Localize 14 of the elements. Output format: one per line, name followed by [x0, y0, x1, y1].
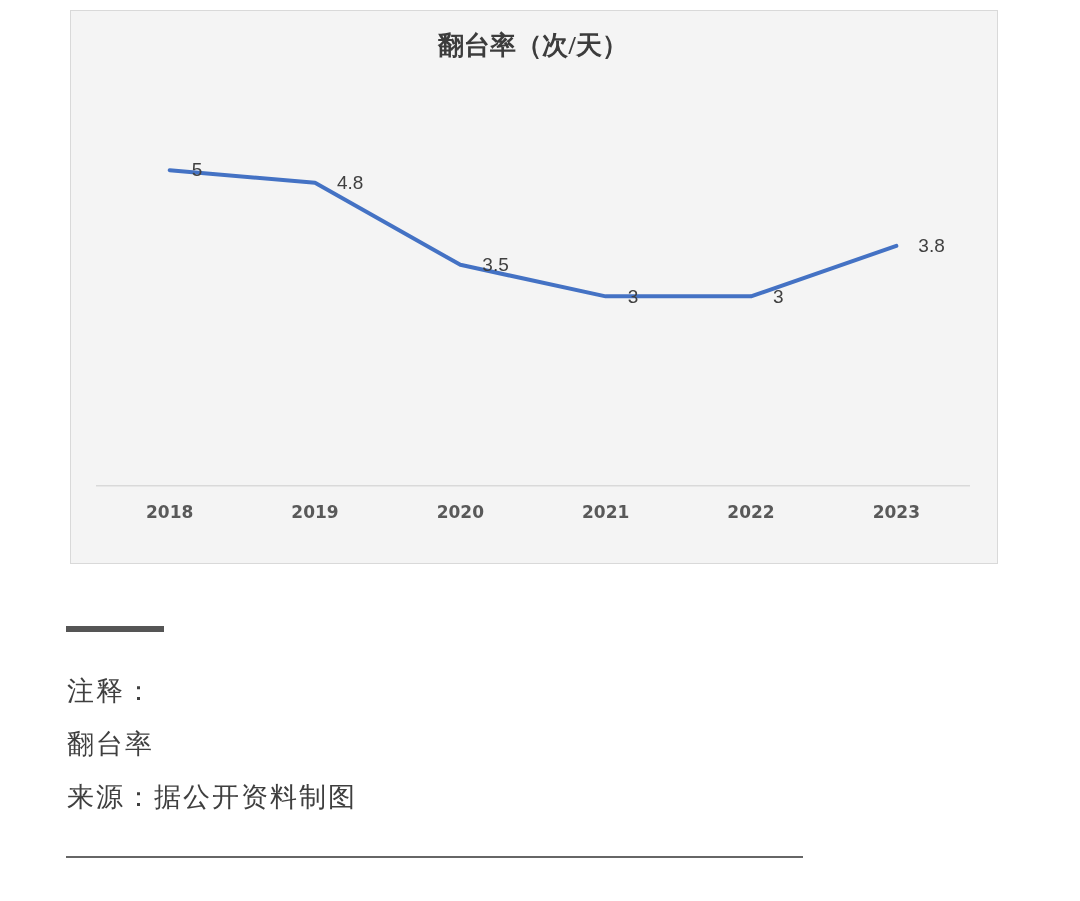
text: 翻台率	[67, 727, 154, 761]
x-tick-label: 2022	[727, 502, 775, 523]
x-tick-label: 2023	[872, 502, 920, 523]
source-note: 来源：据公开资料制图	[67, 780, 357, 814]
data-label: 3.8	[918, 235, 945, 257]
chart-title: 翻台率（次/天）	[437, 31, 628, 61]
text: 注释：	[67, 674, 154, 708]
x-tick-label: 2019	[291, 502, 339, 523]
data-label: 3	[773, 285, 784, 307]
data-label: 4.8	[337, 172, 364, 194]
x-tick-label: 2018	[146, 502, 194, 523]
x-tick-label: 2021	[582, 502, 630, 523]
x-tick-label: 2020	[436, 502, 485, 523]
data-label: 3.5	[482, 254, 509, 276]
